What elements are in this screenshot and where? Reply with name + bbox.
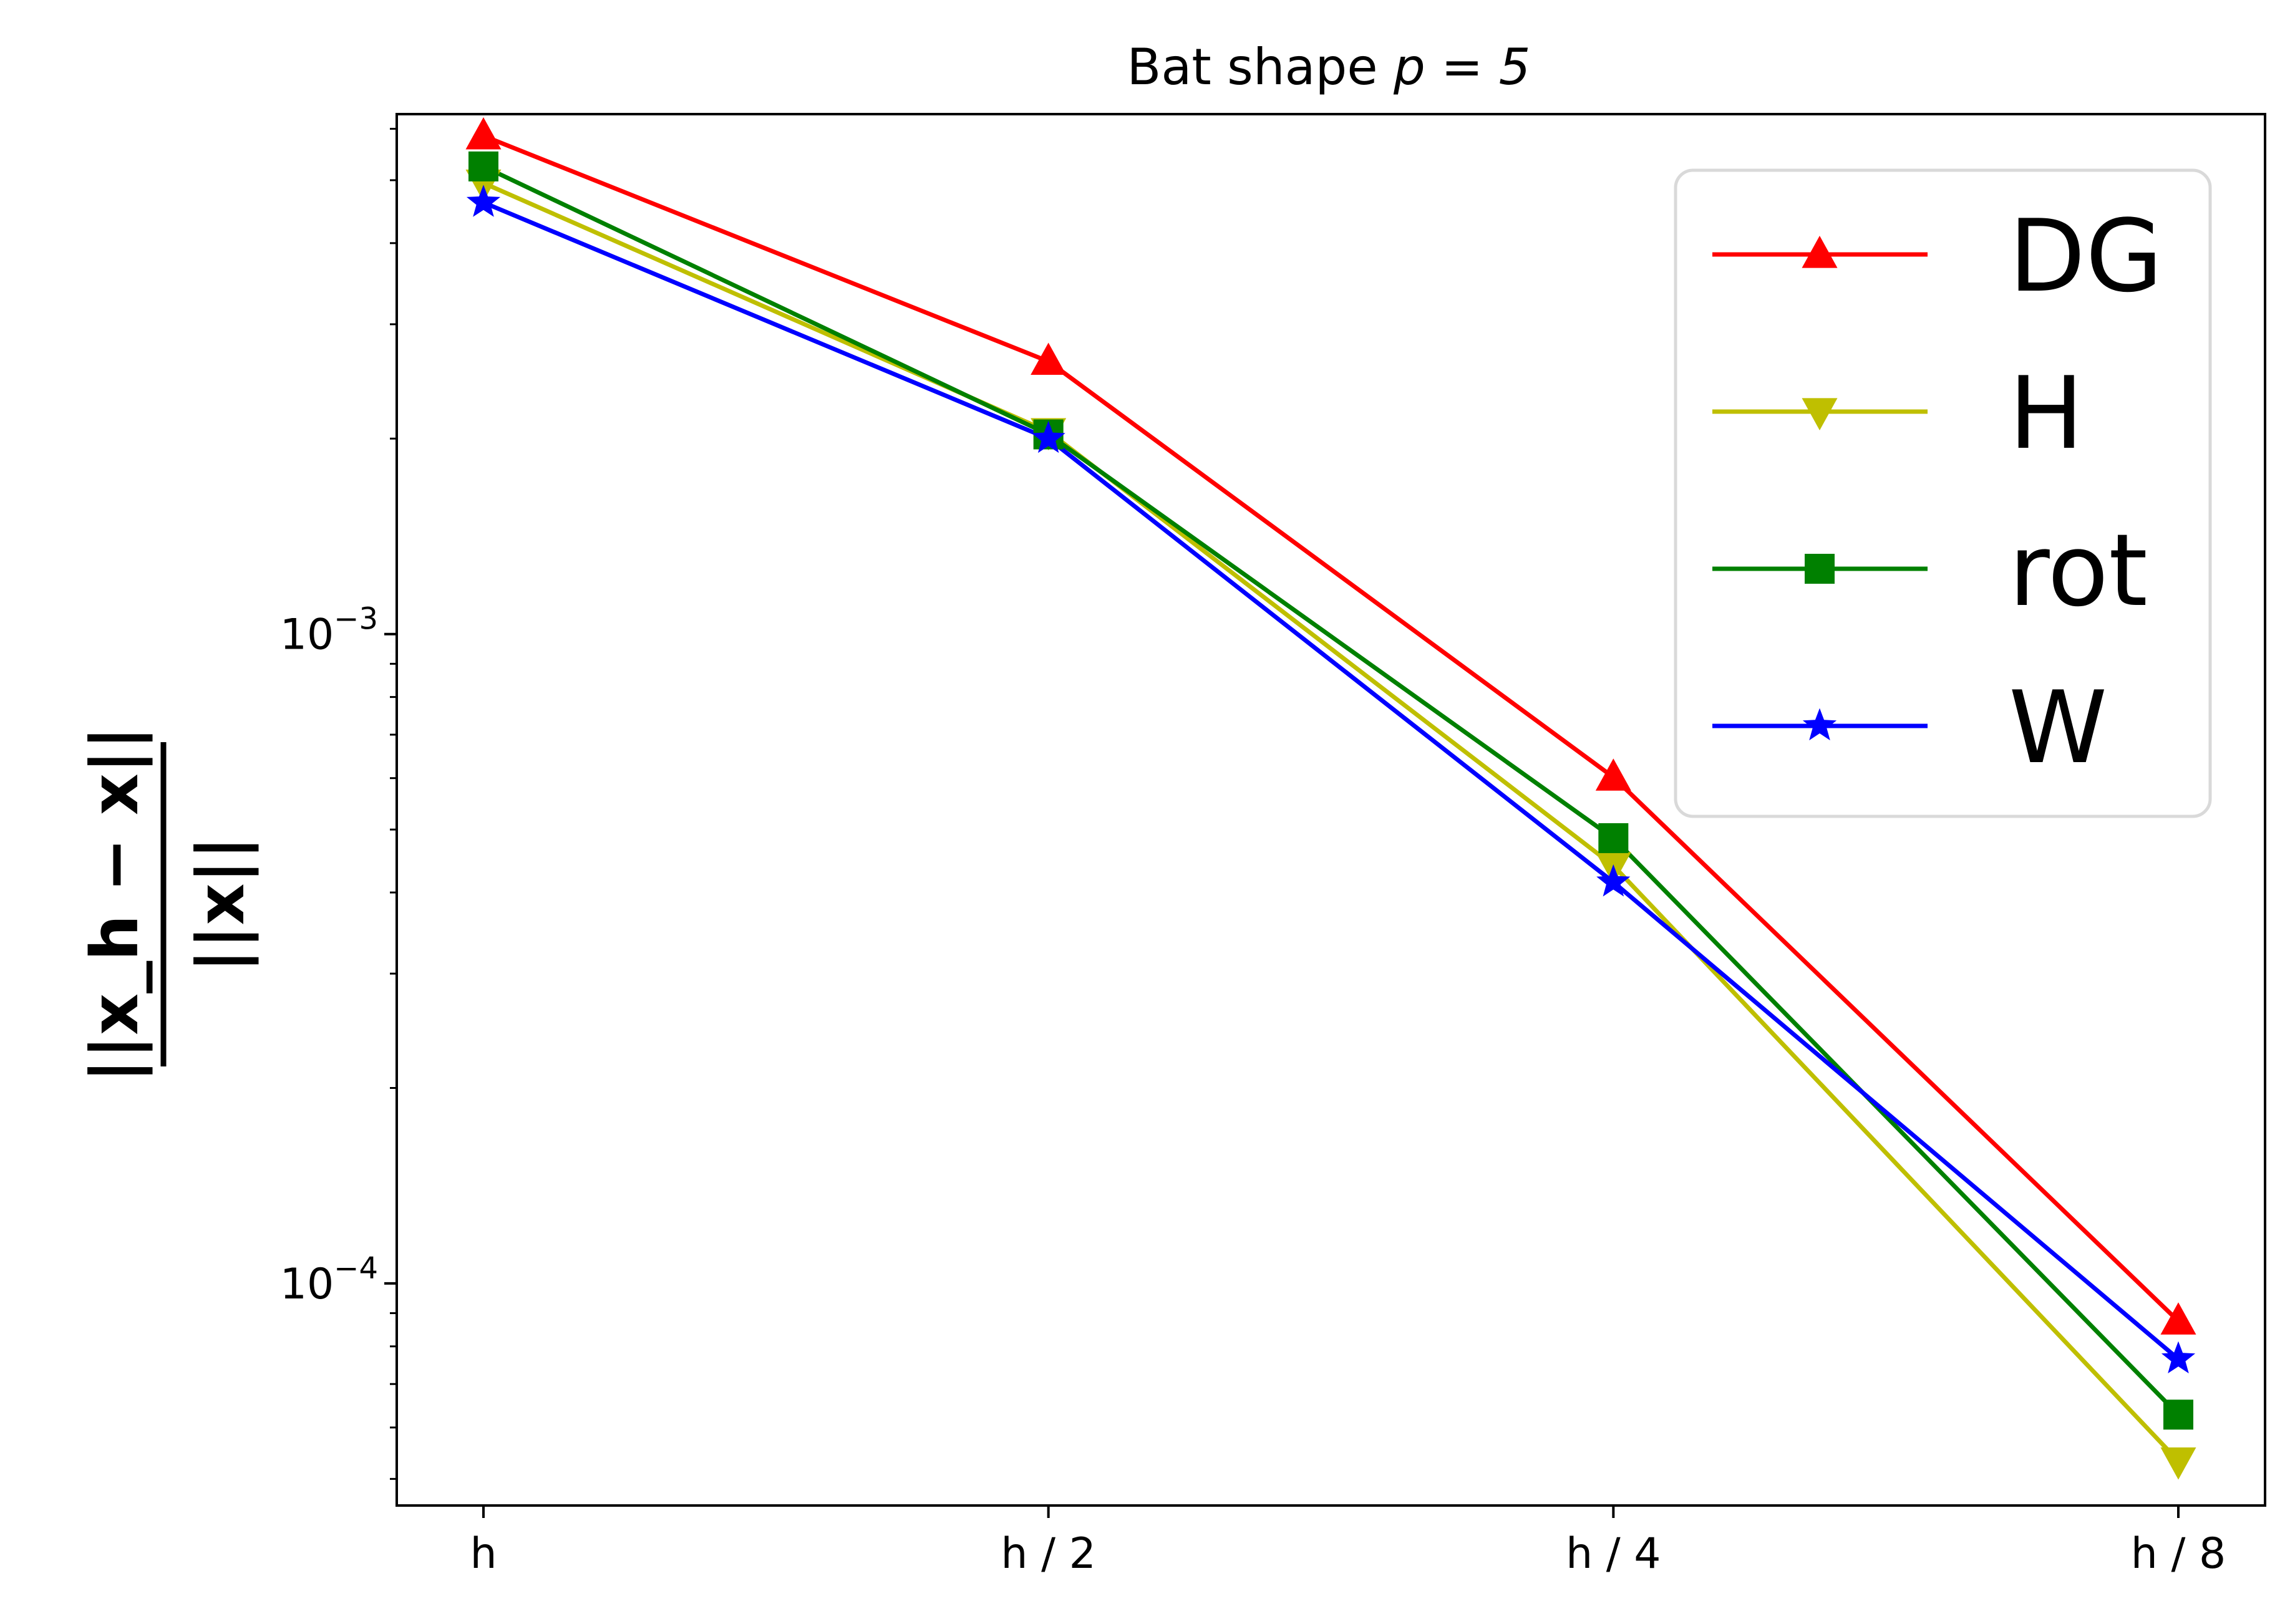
y-axis-label-numerator: ||x_h − x||: [77, 726, 153, 1083]
x-tick-label: h: [470, 1529, 497, 1578]
y-tick-label-exponent: −4: [334, 1251, 378, 1286]
legend-marker-rot: [1805, 554, 1835, 584]
data-point-W-3: [2161, 1341, 2196, 1374]
series-line-W: [482, 200, 2180, 1361]
x-tick-label: h / 8: [2131, 1529, 2226, 1578]
chart-title-prefix: Bat shape: [1127, 38, 1394, 96]
data-point-DG-3: [2160, 1302, 2196, 1335]
data-point-W-1: [1031, 420, 1065, 453]
series-line-H: [482, 181, 2180, 1462]
legend-marker-DG: [1802, 236, 1838, 268]
data-point-DG-2: [1595, 758, 1631, 791]
x-tick-label: h / 4: [1566, 1529, 1661, 1578]
legend-box: [1674, 168, 2212, 818]
y-tick-label: 10−4: [280, 1251, 378, 1309]
data-point-DG-1: [1031, 342, 1067, 375]
data-point-rot-2: [1598, 823, 1629, 853]
y-tick-label-base: 10: [280, 1260, 334, 1309]
data-point-W-0: [466, 185, 501, 217]
data-point-W-2: [1596, 864, 1631, 897]
series-line-DG: [482, 133, 2180, 1323]
y-axis-label: ||x_h − x|| ||x||: [77, 726, 259, 1083]
data-point-rot-0: [468, 151, 498, 181]
plot-frame: [395, 113, 2266, 1507]
y-axis-ticks: 10−310−4: [280, 127, 397, 1480]
chart-title-math: p = 5: [1393, 38, 1531, 96]
y-tick-label-base: 10: [280, 611, 334, 660]
axes: [395, 113, 2266, 1507]
legend-label-DG: DG: [2009, 198, 2163, 314]
series-line-rot: [482, 164, 2180, 1416]
legend-label-H: H: [2009, 355, 2084, 471]
legend-marker-W: [1802, 708, 1837, 741]
chart-title: Bat shape p = 5: [1127, 38, 1530, 96]
x-tick-label: h / 2: [1001, 1529, 1096, 1578]
series-lines: [482, 133, 2180, 1462]
data-point-H-3: [2160, 1447, 2196, 1480]
series-markers: [465, 117, 2196, 1480]
legend-label-W: W: [2009, 669, 2107, 786]
y-tick-label-exponent: −3: [334, 602, 378, 637]
data-point-DG-0: [465, 117, 502, 150]
legend-marker-H: [1802, 398, 1838, 430]
legend-label-rot: rot: [2009, 512, 2148, 629]
data-point-rot-3: [2163, 1399, 2193, 1430]
x-axis-ticks: h h / 2 h / 4 h / 8: [470, 1506, 2226, 1578]
y-tick-label: 10−3: [280, 602, 378, 660]
y-axis-label-denominator: ||x||: [183, 836, 259, 972]
